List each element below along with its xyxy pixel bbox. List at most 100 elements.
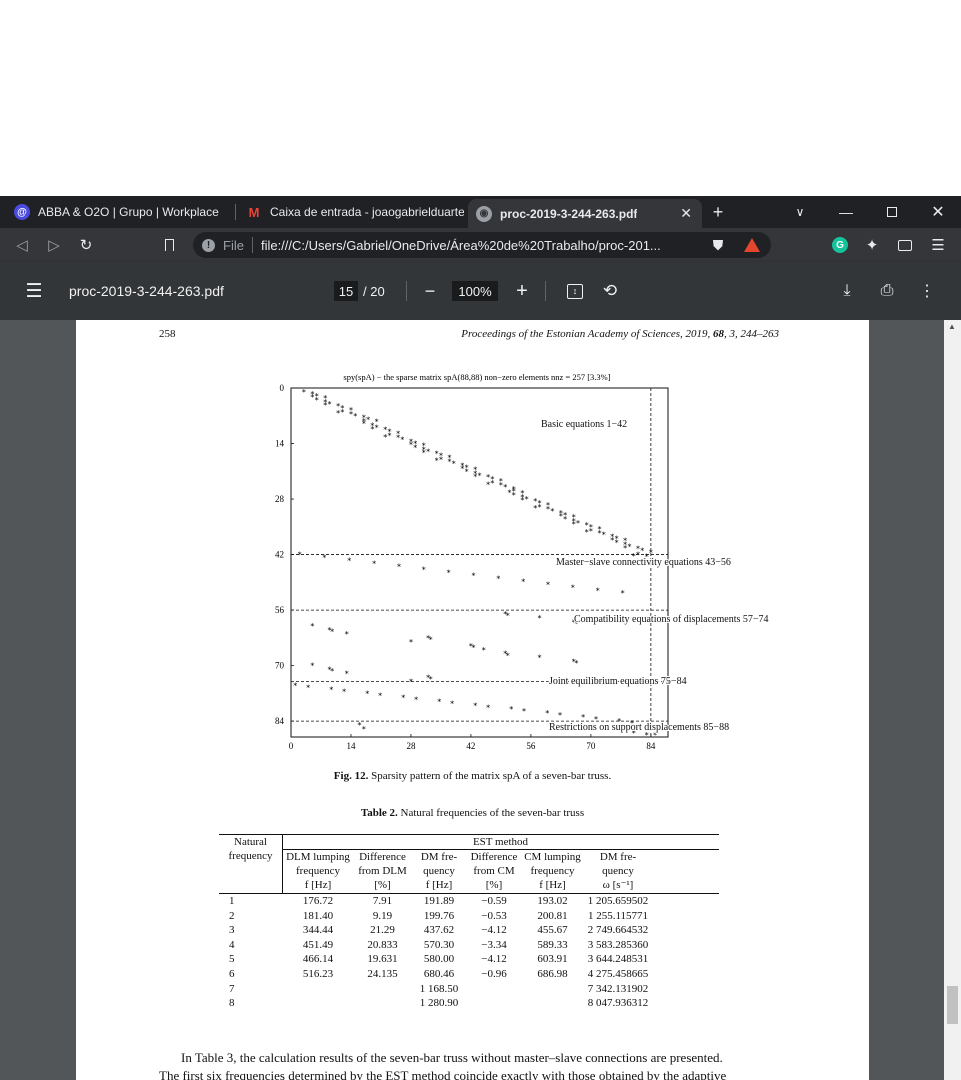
y-tick-label: 14 [275,439,285,449]
nonzero-marker: * [329,685,333,694]
nonzero-marker: * [460,461,464,470]
maximize-icon [887,207,897,217]
pdf-sidebar-button[interactable]: ☰ [22,279,46,303]
zoom-input[interactable] [452,281,498,301]
nonzero-marker: * [345,630,349,639]
table-cell: 580.00 [423,953,455,966]
running-head-volume: 68 [713,328,724,340]
nonzero-marker: * [362,420,366,429]
tab-strip: @ ABBA & O2O | Grupo | Workplace M Caixa… [0,196,961,228]
nonzero-marker: * [619,725,623,734]
row-index-cell: 5 [229,953,235,966]
minimize-button[interactable]: — [826,196,866,228]
body-line: The first six frequencies determined by … [159,1068,727,1080]
rotate-button[interactable]: ⟲ [598,279,622,303]
nonzero-marker: * [576,519,580,528]
nonzero-marker: * [323,394,327,403]
table-caption: Table 2. Natural frequencies of the seve… [76,807,869,819]
tab-workplace[interactable]: @ ABBA & O2O | Grupo | Workplace [6,196,232,228]
nonzero-marker: * [589,527,593,536]
pdf-viewer[interactable]: 258 Proceedings of the Estonian Academy … [0,320,961,1080]
vertical-scrollbar[interactable]: ▲ [944,320,961,1080]
table-cell: 191.89 [423,895,455,907]
tab-separator [235,204,236,220]
chart-annotation: Basic equations 1−42 [541,419,627,430]
scroll-thumb[interactable] [947,986,958,1024]
nonzero-marker: * [396,434,400,443]
forward-icon: ▷ [48,237,60,254]
nonzero-marker: * [426,634,430,643]
nonzero-marker: * [623,537,627,546]
column-header-line: CM lumping [524,851,581,863]
nonzero-marker: * [571,583,575,592]
close-tab-icon[interactable]: ✕ [680,205,692,221]
group-rule [282,849,719,850]
nonzero-marker: * [439,455,443,464]
nonzero-marker: * [375,424,379,433]
nonzero-marker: * [499,477,503,486]
nonzero-marker: * [328,666,332,675]
nonzero-marker: * [559,509,563,518]
close-window-button[interactable]: ✕ [918,196,958,228]
natural-header-cell: Natural frequency [219,835,282,863]
nonzero-marker: * [448,453,452,462]
sparsity-chart: spy(spA) − the sparse matrix spA(88,88) … [275,372,770,751]
nonzero-marker: * [452,459,456,468]
tab-search-button[interactable]: ∨ [780,196,820,228]
table-row: 7 1 168.50 7 342.131902 [219,982,719,996]
table-caption-text: Natural frequencies of the seven-bar tru… [397,807,585,819]
nonzero-marker: * [610,533,614,542]
back-button[interactable]: ◁ [10,233,34,257]
grammarly-button[interactable]: G [828,233,852,257]
download-button[interactable]: ⤓ [835,279,859,303]
scroll-up-icon[interactable]: ▲ [948,322,956,331]
table-cell: −3.34 [481,938,507,951]
nonzero-marker: * [397,562,401,571]
table-cell: 1 255.115771 [587,909,649,922]
reload-button[interactable]: ↻ [74,233,98,257]
page-number-input[interactable] [334,281,358,301]
brave-shield-icon: ⛊ [712,236,724,253]
column-header-line: DLM lumping [286,851,350,863]
nonzero-marker: * [632,729,636,738]
plus-icon: + [712,201,724,222]
nonzero-marker: * [310,393,314,402]
omnibox[interactable]: ! File file:///C:/Users/Gabriel/OneDrive… [193,232,771,258]
nonzero-marker: * [617,717,621,726]
brave-rewards-button[interactable] [740,233,764,257]
bookmark-button[interactable] [157,233,181,257]
nonzero-marker: * [315,392,319,401]
new-tab-button[interactable]: + [708,196,728,228]
zoom-out-button[interactable]: − [418,279,442,303]
nonzero-marker: * [546,501,550,510]
menu-button[interactable]: ☰ [926,233,950,257]
column-header-line: from CM [473,865,515,877]
fit-page-button[interactable]: ↕ [563,279,587,303]
nonzero-marker: * [581,713,585,722]
tab-gmail[interactable]: M Caixa de entrada - joaogabrielduarte [238,196,464,228]
table-cell: 451.49 [302,938,334,951]
nonzero-marker: * [486,480,490,489]
print-button[interactable]: ⎙ [875,279,899,303]
nonzero-marker: * [347,557,351,566]
nonzero-marker: * [400,436,404,445]
extensions-button[interactable]: ✦ [860,233,884,257]
nonzero-marker: * [315,396,319,405]
brave-shields-button[interactable]: ⛊ [706,233,730,257]
column-header-line: [%] [374,879,391,891]
forward-button[interactable]: ▷ [42,233,66,257]
nonzero-marker: * [435,449,439,458]
nonzero-marker: * [409,677,413,686]
menu-icon: ☰ [931,237,945,254]
nonzero-marker: * [469,642,473,651]
maximize-button[interactable] [872,196,912,228]
back-icon: ◁ [16,237,28,254]
url-text[interactable]: file:///C:/Users/Gabriel/OneDrive/Área%2… [260,237,661,253]
table-cell: 455.67 [537,924,568,937]
zoom-in-button[interactable]: + [510,279,534,303]
nonzero-marker: * [597,529,601,538]
tab-pdf[interactable]: ◉ proc-2019-3-244-263.pdf ✕ [468,199,702,228]
wallet-button[interactable] [893,233,917,257]
more-actions-button[interactable]: ⋮ [915,279,939,303]
table-cell: 603.91 [537,953,568,966]
